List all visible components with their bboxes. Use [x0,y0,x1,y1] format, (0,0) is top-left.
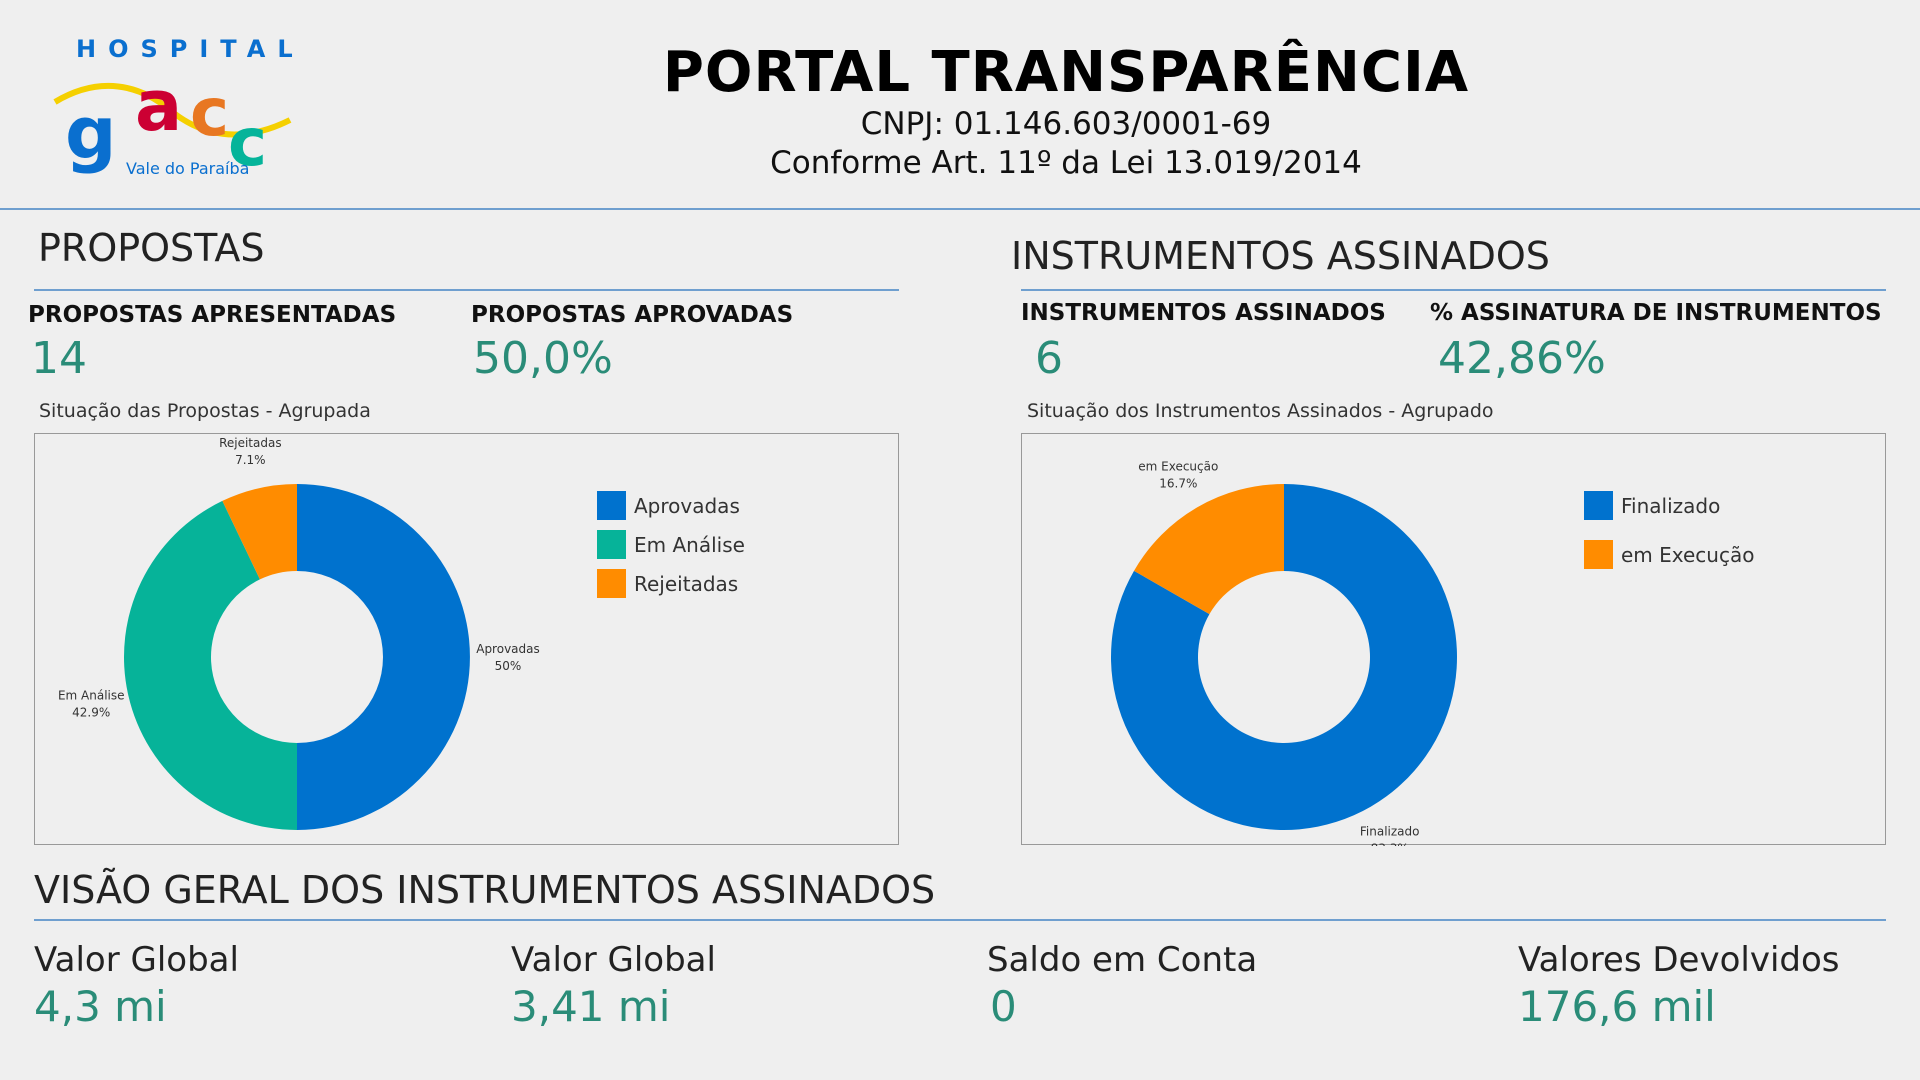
data-label-value: 42.9% [72,706,110,720]
data-label-value: 83.3% [1371,842,1409,846]
svg-text:Vale do Paraíba: Vale do Paraíba [126,159,249,178]
kpi-label: PROPOSTAS APRESENTADAS [28,302,397,328]
slice-em-análise[interactable] [124,500,297,830]
legend-item[interactable]: Aprovadas [597,491,745,520]
card-label: Valores Devolvidos [1518,940,1840,980]
kpi-value: 14 [31,333,87,384]
card-label: Valor Global [511,940,716,980]
svg-text:c: c [228,104,267,181]
data-label-category: em Execução [1138,459,1218,473]
legend-item[interactable]: Finalizado [1584,491,1754,520]
card-value: 0 [990,982,1017,1031]
propostas-chart: Aprovadas 50% Em Análise 42.9% Rejeitadas 7.1… [34,433,899,845]
legend-swatch [1584,540,1613,569]
svg-text:c: c [190,74,229,151]
kpi-label: INSTRUMENTOS ASSINADOS [1021,300,1386,326]
cnpj-text: CNPJ: 01.146.603/0001-69 [860,106,1272,142]
legend-item[interactable]: em Execução [1584,540,1754,569]
svg-text:HOSPITAL: HOSPITAL [76,35,300,63]
chart-title: Situação das Propostas - Agrupada [39,400,371,422]
data-label-category: Finalizado [1360,825,1420,839]
slice-rejeitadas[interactable] [222,484,297,580]
card-value: 176,6 mil [1518,982,1716,1031]
instrumentos-divider [1021,289,1886,291]
page-title: PORTAL TRANSPARÊNCIA [662,40,1470,105]
legend-label: Em Análise [634,532,745,557]
kpi-value: 6 [1035,333,1063,384]
legend-item[interactable]: Em Análise [597,530,745,559]
card-value: 3,41 mi [511,982,671,1031]
legend-swatch [597,530,626,559]
svg-text:g: g [65,91,117,175]
data-label-category: Aprovadas [476,642,540,656]
chart-title: Situação dos Instrumentos Assinados - Ag… [1027,400,1494,422]
card-label: Valor Global [34,940,239,980]
chart-legend: Aprovadas Em Análise Rejeitadas [597,491,745,608]
data-label-value: 50% [495,659,522,673]
instrumentos-heading: INSTRUMENTOS ASSINADOS [1011,234,1550,278]
hospital-logo: HOSPITAL g a c c Vale do Paraíba [50,30,300,190]
card-label: Saldo em Conta [987,940,1258,980]
legend-label: em Execução [1621,542,1755,567]
legend-swatch [597,491,626,520]
kpi-label: % ASSINATURA DE INSTRUMENTOS [1430,300,1882,326]
slice-em-execução[interactable] [1133,484,1284,615]
instrumentos-chart: Finalizado 83.3% em Execução 16.7% Finaliza… [1021,433,1886,856]
legend-label: Finalizado [1621,493,1721,518]
svg-text:a: a [135,65,182,147]
slice-finalizado[interactable] [1111,484,1457,830]
instrumentos-donut: Finalizado 83.3% em Execução 16.7% [1111,459,1457,856]
legend-label: Rejeitadas [634,571,739,596]
data-label-value: 16.7% [1159,476,1197,490]
data-label-value: 7.1% [235,453,265,467]
kpi-label: PROPOSTAS APROVADAS [471,302,794,328]
propostas-divider [34,289,899,291]
legend-item[interactable]: Rejeitadas [597,569,745,598]
data-label-category: Em Análise [58,689,125,703]
legend-label: Aprovadas [634,493,740,518]
propostas-heading: PROPOSTAS [38,226,265,270]
overview-heading: VISÃO GERAL DOS INSTRUMENTOS ASSINADOS [34,868,936,912]
data-label-category: Rejeitadas [219,436,282,450]
legend-swatch [597,569,626,598]
slice-aprovadas[interactable] [297,484,470,830]
header-divider [0,208,1920,210]
kpi-value: 50,0% [473,333,613,384]
legend-swatch [1584,491,1613,520]
kpi-value: 42,86% [1438,333,1606,384]
overview-divider [34,919,1886,921]
chart-legend: Finalizado em Execução [1584,491,1754,589]
card-value: 4,3 mi [34,982,167,1031]
propostas-donut: Aprovadas 50% Em Análise 42.9% Rejeitadas 7.1… [58,436,540,830]
law-text: Conforme Art. 11º da Lei 13.019/2014 [770,145,1362,181]
